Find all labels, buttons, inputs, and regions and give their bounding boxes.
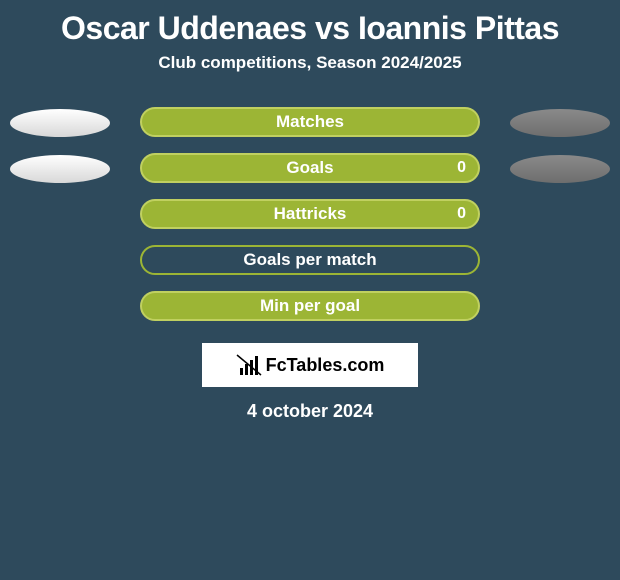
stat-bar: Goals 0 — [140, 153, 480, 183]
source-logo: FcTables.com — [202, 343, 418, 387]
stat-row: Matches — [0, 103, 620, 149]
stat-bar: Min per goal — [140, 291, 480, 321]
stat-label: Min per goal — [260, 296, 360, 316]
stat-bar: Goals per match — [140, 245, 480, 275]
stat-row: Goals 0 — [0, 149, 620, 195]
stat-rows: Matches Goals 0 Hattricks 0 Goals per match Mi… — [0, 103, 620, 333]
page-title: Oscar Uddenaes vs Ioannis Pittas — [0, 0, 620, 47]
left-value-oval — [10, 155, 110, 183]
stat-row: Min per goal — [0, 287, 620, 333]
logo-inner: FcTables.com — [236, 354, 385, 376]
bars-icon — [236, 354, 262, 376]
stat-bar: Matches — [140, 107, 480, 137]
stat-value-right: 0 — [457, 159, 466, 177]
left-value-oval — [10, 109, 110, 137]
stat-bar: Hattricks 0 — [140, 199, 480, 229]
stat-label: Matches — [276, 112, 344, 132]
comparison-infographic: Oscar Uddenaes vs Ioannis Pittas Club co… — [0, 0, 620, 580]
right-value-oval — [510, 155, 610, 183]
stat-row: Goals per match — [0, 241, 620, 287]
page-subtitle: Club competitions, Season 2024/2025 — [0, 53, 620, 73]
logo-text: FcTables.com — [266, 355, 385, 376]
stat-label: Goals — [286, 158, 333, 178]
stat-row: Hattricks 0 — [0, 195, 620, 241]
date-text: 4 october 2024 — [0, 401, 620, 422]
stat-value-right: 0 — [457, 205, 466, 223]
right-value-oval — [510, 109, 610, 137]
stat-label: Hattricks — [274, 204, 347, 224]
stat-label: Goals per match — [243, 250, 376, 270]
